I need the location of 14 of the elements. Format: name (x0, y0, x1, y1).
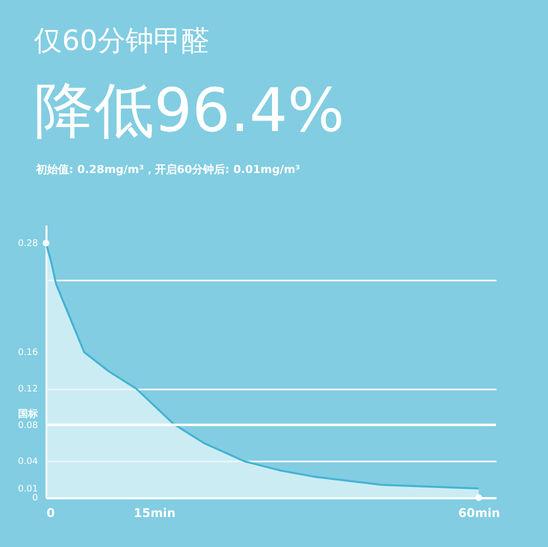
text: 初始值: 0.28mg/m³，开启60分钟后: 0.01mg/m³ (35, 163, 300, 176)
x-tick-label: 0 (46, 506, 55, 520)
y-tick-label: 0 (32, 494, 38, 504)
chart-subtitle: 降低96.4% (34, 76, 345, 146)
ref-line-label: 国标 (18, 408, 38, 420)
x-tick-label: 60min (458, 506, 500, 520)
chart-title: 仅60分钟甲醛 (34, 24, 210, 57)
x-tick-label: 15min (134, 506, 176, 520)
y-tick-label: 0.04 (18, 457, 38, 468)
y-tick-label: 0.12 (18, 384, 38, 395)
y-tick-label: 0.08 (18, 420, 38, 431)
y-tick-label: 0.16 (18, 348, 38, 358)
y-tick-label: 0.01 (18, 484, 38, 495)
y-tick-label: 0.28 (18, 239, 38, 250)
